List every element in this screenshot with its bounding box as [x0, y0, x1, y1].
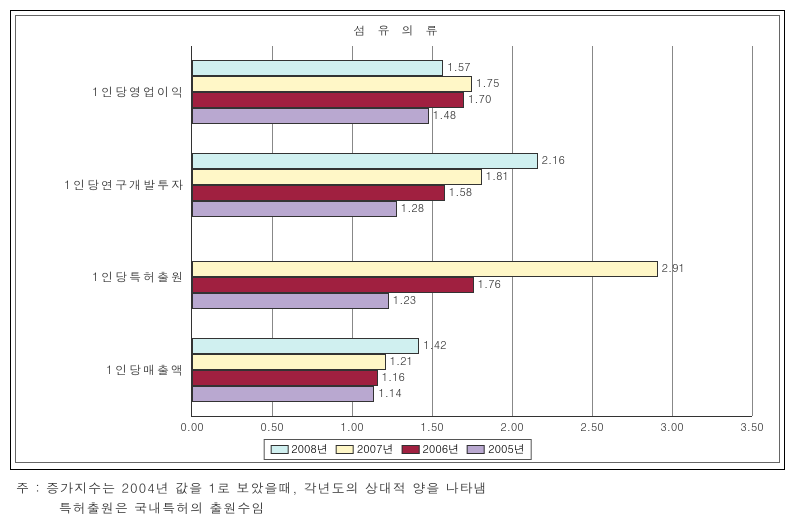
- legend-label: 2007년: [357, 442, 394, 457]
- bar-value-label: 1.28: [397, 201, 424, 217]
- legend: 2008년 2007년 2006년 2005년: [263, 439, 532, 460]
- bar: [192, 277, 474, 293]
- bar: [192, 76, 472, 92]
- legend-swatch: [270, 445, 288, 454]
- bar-value-label: 1.42: [419, 338, 446, 354]
- plot-area: 0.000.501.001.502.002.503.003.501.571.75…: [191, 46, 752, 417]
- x-tick-label: 3.50: [732, 420, 772, 435]
- gridline: [592, 46, 593, 416]
- bar: [192, 386, 374, 402]
- bar-value-label: 2.91: [658, 261, 685, 277]
- bar: [192, 354, 386, 370]
- legend-item: 2005년: [467, 442, 525, 457]
- bar: [192, 293, 389, 309]
- legend-item: 2006년: [402, 442, 460, 457]
- gridline: [752, 46, 753, 416]
- gridline: [672, 46, 673, 416]
- bar-value-label: 1.21: [386, 354, 413, 370]
- bar: [192, 169, 482, 185]
- legend-swatch: [467, 445, 485, 454]
- bar: [192, 60, 443, 76]
- y-category-label: 1인당연구개발투자: [64, 176, 185, 193]
- bar: [192, 338, 419, 354]
- bar: [192, 261, 658, 277]
- legend-label: 2005년: [488, 442, 525, 457]
- bar-value-label: 1.57: [443, 60, 470, 76]
- bar-value-label: 1.48: [429, 108, 456, 124]
- legend-item: 2007년: [336, 442, 394, 457]
- footnote-line2: 특허출원은 국내특허의 출원수임: [59, 498, 266, 517]
- x-tick-label: 3.00: [652, 420, 692, 435]
- gridline: [512, 46, 513, 416]
- legend-item: 2008년: [270, 442, 328, 457]
- bar: [192, 92, 464, 108]
- bar-value-label: 2.16: [538, 153, 565, 169]
- legend-swatch: [402, 445, 420, 454]
- bar: [192, 185, 445, 201]
- legend-label: 2006년: [423, 442, 460, 457]
- bar-value-label: 1.81: [482, 169, 509, 185]
- bar-value-label: 1.70: [464, 92, 491, 108]
- y-category-label: 1인당특허출원: [92, 269, 185, 286]
- bar-value-label: 1.23: [389, 293, 416, 309]
- y-category-label: 1인당매출액: [106, 361, 185, 378]
- bar-value-label: 1.58: [445, 185, 472, 201]
- bar: [192, 153, 538, 169]
- bar: [192, 108, 429, 124]
- footnote: 주 : 증가지수는 2004년 값을 1로 보았을때, 각년도의 상대적 양을 …: [10, 478, 801, 517]
- chart-title: 섬 유 의 류: [16, 16, 779, 39]
- bar-value-label: 1.75: [472, 76, 499, 92]
- footnote-prefix: 주 :: [16, 478, 41, 497]
- bar-value-label: 1.16: [378, 370, 405, 386]
- x-tick-label: 2.00: [492, 420, 532, 435]
- legend-label: 2008년: [291, 442, 328, 457]
- bar-value-label: 1.14: [374, 386, 401, 402]
- x-tick-label: 1.50: [412, 420, 452, 435]
- chart-frame: 섬 유 의 류 0.000.501.001.502.002.503.003.50…: [15, 15, 780, 463]
- chart-outer-frame: 섬 유 의 류 0.000.501.001.502.002.503.003.50…: [10, 10, 785, 470]
- x-tick-label: 0.50: [252, 420, 292, 435]
- x-tick-label: 1.00: [332, 420, 372, 435]
- y-category-label: 1인당영업이익: [92, 84, 185, 101]
- bar: [192, 370, 378, 386]
- legend-swatch: [336, 445, 354, 454]
- bar: [192, 201, 397, 217]
- x-tick-label: 2.50: [572, 420, 612, 435]
- x-tick-label: 0.00: [172, 420, 212, 435]
- bar-value-label: 1.76: [474, 277, 501, 293]
- footnote-line1: 증가지수는 2004년 값을 1로 보았을때, 각년도의 상대적 양을 나타냄: [46, 478, 488, 497]
